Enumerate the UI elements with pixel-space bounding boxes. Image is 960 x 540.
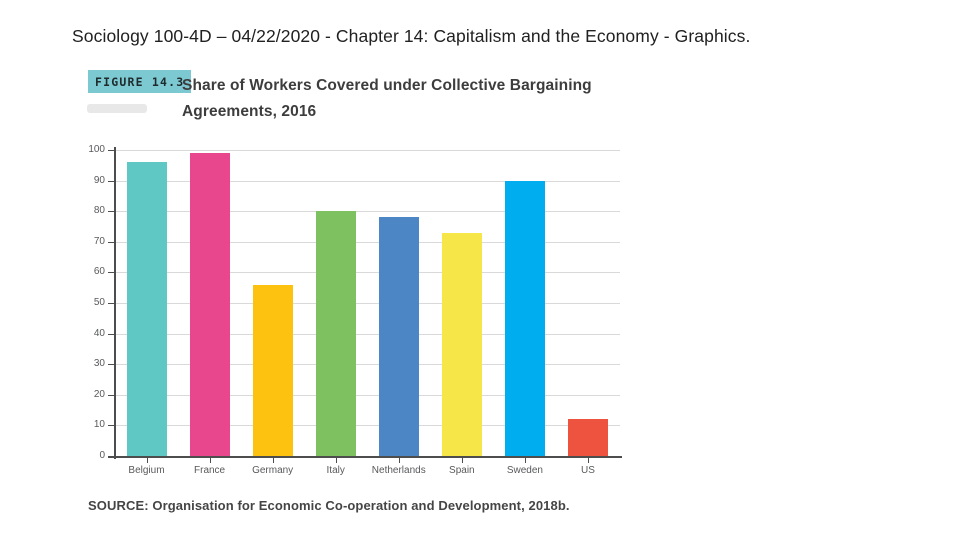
gridline: [114, 272, 620, 274]
gridline: [114, 425, 620, 427]
bar-germany: [252, 284, 293, 456]
bar-italy: [315, 211, 356, 456]
x-axis-tick: [524, 458, 527, 463]
x-axis-tick: [398, 458, 401, 463]
x-category-label: Spain: [449, 465, 475, 476]
bar-sweden: [504, 180, 545, 456]
figure-title: Share of Workers Covered under Collectiv…: [182, 73, 592, 125]
y-axis-tick: [108, 425, 114, 427]
gridline: [114, 364, 620, 366]
bar-france: [189, 153, 230, 456]
bar-netherlands: [378, 217, 419, 456]
y-axis-tick: [108, 364, 114, 366]
figure-number-badge: FIGURE 14.3: [88, 70, 192, 93]
y-tick-label: 20: [93, 388, 105, 400]
gridline: [114, 180, 620, 182]
y-tick-label: 90: [93, 174, 105, 186]
x-axis-tick: [461, 458, 464, 463]
y-axis-tick: [108, 272, 114, 274]
y-tick-label: 30: [93, 358, 105, 370]
badge-shadow: [87, 104, 147, 113]
slide-title: Sociology 100-4D – 04/22/2020 - Chapter …: [72, 26, 751, 46]
y-tick-label: 50: [93, 297, 105, 308]
gridline: [114, 150, 620, 151]
y-tick-label: 40: [93, 327, 105, 339]
source-citation: SOURCE: Organisation for Economic Co-ope…: [88, 498, 570, 513]
x-axis-tick: [587, 458, 590, 463]
y-axis-tick: [108, 394, 114, 396]
x-category-label: France: [194, 465, 226, 476]
x-axis-line: [108, 456, 622, 458]
y-axis-tick: [108, 211, 114, 213]
gridline: [114, 241, 620, 243]
bar-chart: 0 10 20 30 40 50 60 70 80 90 100 Belgium France Germa…: [60, 143, 640, 488]
y-axis-tick: [108, 241, 114, 243]
y-tick-label: 70: [93, 235, 105, 247]
y-tick-label: 60: [93, 266, 105, 278]
y-tick-label: 80: [93, 205, 105, 217]
bar-belgium: [126, 162, 167, 456]
x-axis-tick: [209, 458, 212, 463]
y-axis-line: [114, 147, 116, 459]
figure-title-line-2: Agreements, 2016: [182, 103, 317, 120]
gridline: [114, 303, 620, 304]
x-category-label: Sweden: [506, 465, 543, 476]
x-category-label: Germany: [252, 465, 294, 476]
bar-spain: [441, 232, 482, 456]
x-category-label: Italy: [326, 465, 345, 476]
y-tick-label: 10: [93, 419, 105, 431]
y-axis-tick: [108, 333, 114, 335]
x-category-label: US: [581, 465, 595, 476]
x-category-label: Belgium: [128, 465, 165, 476]
y-axis-tick: [108, 303, 114, 304]
y-tick-label: 100: [88, 144, 105, 155]
gridline: [114, 211, 620, 213]
figure-title-line-1: Share of Workers Covered under Collectiv…: [182, 77, 592, 94]
y-tick-label: 0: [99, 450, 105, 461]
y-axis-tick: [108, 150, 114, 151]
y-axis-tick: [108, 180, 114, 182]
x-axis-tick: [146, 458, 148, 463]
gridline: [114, 394, 620, 396]
x-axis-tick: [335, 458, 338, 463]
bar-us: [567, 419, 608, 456]
x-axis-tick: [272, 458, 275, 463]
gridline: [114, 333, 620, 335]
x-category-label: Netherlands: [371, 465, 426, 476]
